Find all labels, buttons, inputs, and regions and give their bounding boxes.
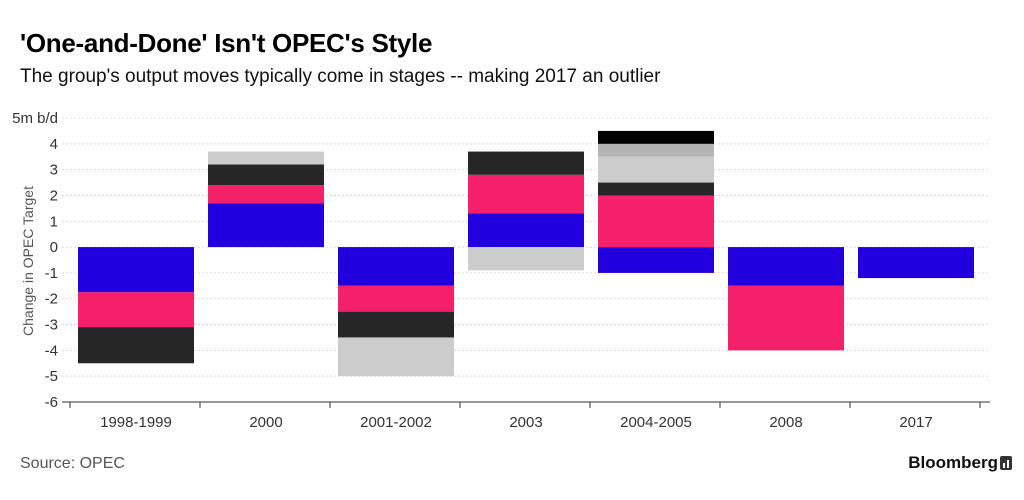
bar-segment bbox=[78, 292, 194, 328]
bar-segment bbox=[598, 156, 714, 183]
bar-segment bbox=[468, 247, 584, 271]
bar-segment bbox=[728, 285, 844, 351]
axis-layer: -6 -5 -4 -3 -2 -1 0 1 2 3 4 5m b/d 1998-1999 2000 2001… bbox=[12, 110, 990, 431]
chart-subtitle: The group's output moves typically come … bbox=[20, 66, 661, 87]
x-tick-label: 2003 bbox=[509, 414, 542, 431]
y-tick-label: -3 bbox=[45, 317, 58, 334]
x-tick-label: 2017 bbox=[899, 414, 932, 431]
bar-segment bbox=[338, 247, 454, 286]
bar-segment bbox=[338, 311, 454, 338]
bar-segment bbox=[208, 203, 324, 248]
bar-segment bbox=[598, 182, 714, 196]
chart-title: 'One-and-Done' Isn't OPEC's Style bbox=[20, 28, 433, 58]
bar-segment bbox=[208, 151, 324, 165]
bar-segment bbox=[208, 164, 324, 186]
bloomberg-logo: Bloomberg bbox=[908, 453, 998, 472]
x-tick-label: 2008 bbox=[769, 414, 802, 431]
bar-segment bbox=[338, 285, 454, 312]
bar-segment bbox=[338, 337, 454, 377]
bar-segment bbox=[858, 247, 974, 279]
bar-segment bbox=[598, 130, 714, 144]
y-tick-label: -5 bbox=[45, 368, 58, 385]
bar-segment bbox=[208, 185, 324, 204]
y-tick-label: -6 bbox=[45, 394, 58, 411]
y-tick-label: -1 bbox=[45, 265, 58, 282]
bar-segment bbox=[468, 151, 584, 175]
x-tick-label: 2000 bbox=[249, 414, 282, 431]
x-tick-label: 2004-2005 bbox=[620, 414, 692, 431]
y-tick-label: 5m b/d bbox=[12, 110, 58, 127]
y-tick-label: 3 bbox=[50, 162, 58, 179]
bar-segment bbox=[78, 247, 194, 293]
x-tick-label: 2001-2002 bbox=[360, 414, 432, 431]
bar-segment bbox=[598, 247, 714, 273]
bar-segment bbox=[598, 143, 714, 157]
y-tick-label: -2 bbox=[45, 291, 58, 308]
bar-segment bbox=[78, 327, 194, 364]
x-tick-label: 1998-1999 bbox=[100, 414, 172, 431]
bar-segment bbox=[728, 247, 844, 286]
bar-chart-icon bbox=[1000, 456, 1012, 470]
stacked-bar-chart: -6 -5 -4 -3 -2 -1 0 1 2 3 4 5m b/d 1998-1999 2000 2001… bbox=[12, 110, 990, 431]
y-tick-label: 1 bbox=[50, 213, 58, 230]
y-tick-label: 4 bbox=[50, 136, 58, 153]
y-tick-label: -4 bbox=[45, 342, 58, 359]
y-tick-label: 0 bbox=[50, 239, 58, 256]
bar-segment bbox=[598, 195, 714, 248]
bar-segment bbox=[468, 213, 584, 248]
bar-layer bbox=[78, 130, 974, 377]
y-tick-label: 2 bbox=[50, 187, 58, 204]
y-axis-label: Change in OPEC Target bbox=[20, 186, 36, 336]
source-note: Source: OPEC bbox=[20, 455, 125, 472]
bar-segment bbox=[468, 174, 584, 214]
